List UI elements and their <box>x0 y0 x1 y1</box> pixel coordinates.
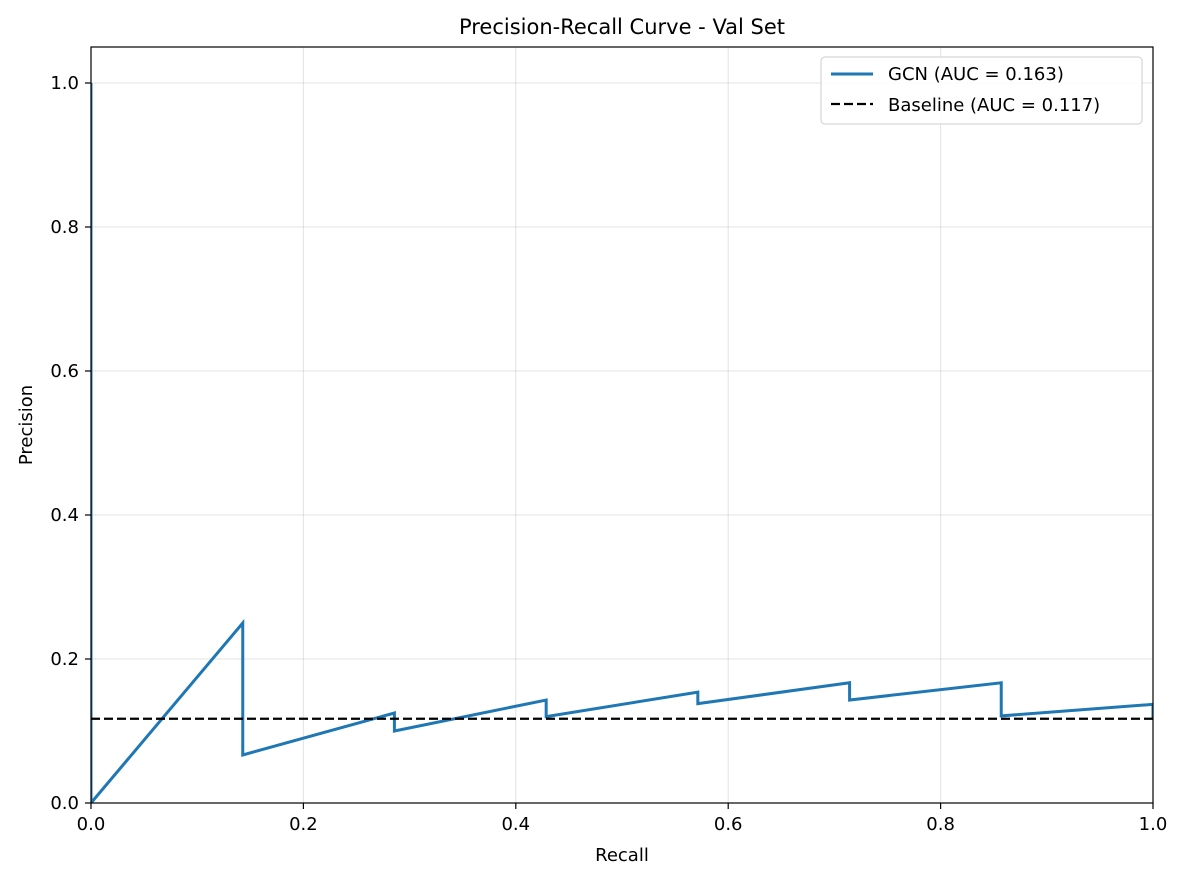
x-tick-label: 0.0 <box>77 814 106 835</box>
y-tick-label: 0.8 <box>50 217 79 238</box>
x-tick-label: 0.4 <box>501 814 530 835</box>
x-tick-label: 0.6 <box>714 814 743 835</box>
x-axis-label: Recall <box>595 845 649 866</box>
y-tick-label: 0.6 <box>50 361 79 382</box>
series-layer <box>91 83 1153 803</box>
legend: GCN (AUC = 0.163) Baseline (AUC = 0.117) <box>820 56 1143 125</box>
plot-frame <box>90 46 1154 804</box>
gcn-pr-curve <box>91 83 1153 803</box>
legend-box <box>820 56 1143 125</box>
legend-label-baseline: Baseline (AUC = 0.117) <box>888 95 1100 116</box>
y-tick-label: 1.0 <box>50 73 79 94</box>
y-tick-label: 0.4 <box>50 505 79 526</box>
x-tick-label: 0.8 <box>926 814 955 835</box>
legend-label-gcn: GCN (AUC = 0.163) <box>888 64 1064 85</box>
x-tick-label: 0.2 <box>289 814 318 835</box>
grid <box>90 47 1154 804</box>
y-axis-label: Precision <box>16 385 37 465</box>
y-tick-label: 0.0 <box>50 793 79 814</box>
y-tick-label: 0.2 <box>50 649 79 670</box>
chart-title: Precision-Recall Curve - Val Set <box>459 15 785 39</box>
ticks: 0.0 0.2 0.4 0.6 0.8 1.0 0.0 0.2 0.4 0.6 0.8 1.0 <box>50 73 1167 835</box>
x-tick-label: 1.0 <box>1139 814 1168 835</box>
